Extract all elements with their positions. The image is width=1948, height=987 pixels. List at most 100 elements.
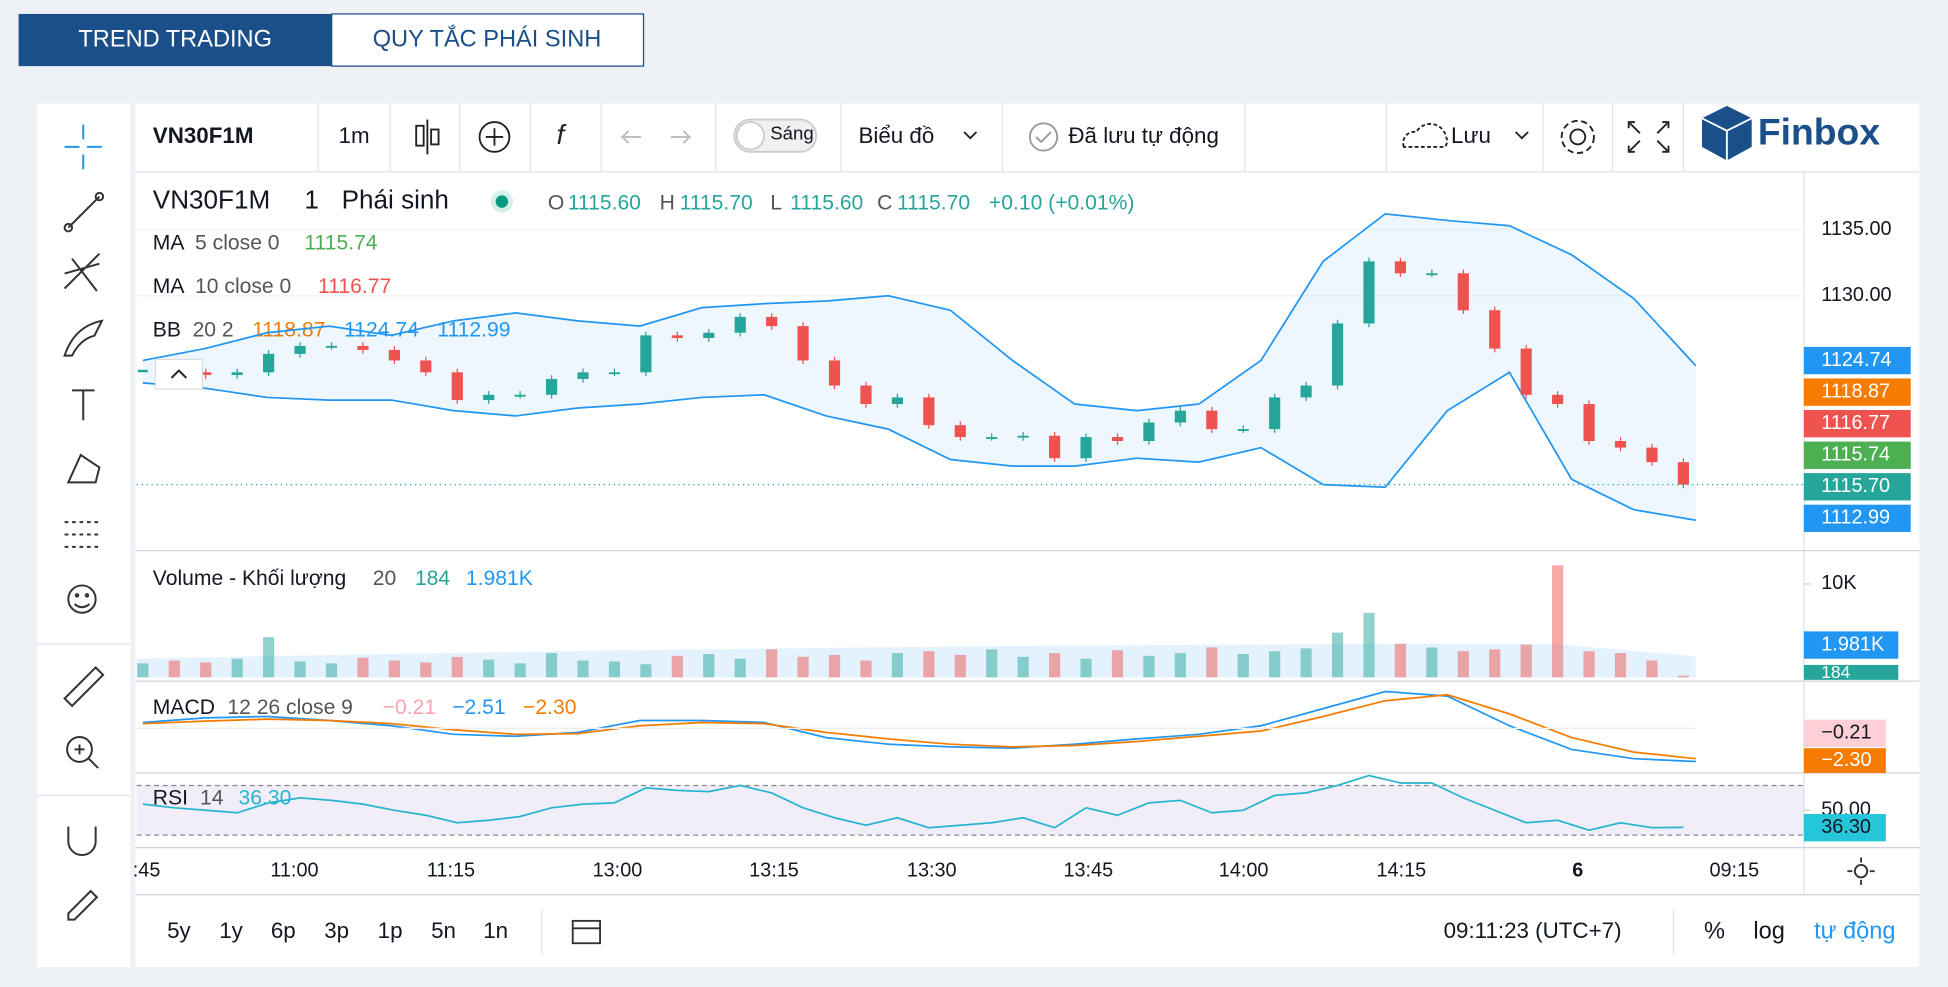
legend-symbol: VN30F1M [153, 184, 270, 214]
range-button[interactable]: 1y [219, 918, 243, 943]
candle [1080, 437, 1092, 459]
range-button[interactable]: 6p [271, 918, 296, 943]
ohlc-key: H [660, 192, 675, 215]
y-tick-label: 10K [1821, 572, 1857, 594]
macd-label-bg [1803, 719, 1886, 747]
symbol[interactable]: VN30F1M [153, 123, 254, 148]
x-tick-label: 13:45 [1063, 859, 1113, 881]
indicator-value: 1115.74 [304, 231, 377, 254]
candle [766, 316, 778, 327]
ohlc-key: C [877, 192, 892, 215]
volume-bar [231, 658, 243, 678]
autosave[interactable]: Đã lưu tự động [1068, 123, 1219, 148]
volume-bar [923, 651, 935, 678]
candle [231, 372, 243, 375]
tab-label[interactable]: QUY TẮC PHÁI SINH [373, 24, 602, 52]
price-label: 1124.74 [1821, 349, 1891, 371]
rsi-label-bg [1803, 814, 1886, 842]
svg-text:f: f [557, 119, 567, 150]
volume-bar [797, 656, 809, 678]
indicator-value: 1124.74 [344, 318, 419, 341]
rsi-params: 14 [200, 787, 224, 810]
volume-bar [1489, 649, 1501, 678]
collapse-btn[interactable] [154, 358, 204, 390]
range-button[interactable]: 1p [378, 918, 403, 943]
candle [1520, 348, 1532, 395]
toolbar-icons[interactable]: f [415, 118, 1670, 155]
volume-bar [954, 654, 966, 678]
volume-bar [608, 661, 621, 678]
volume-bar [1583, 651, 1595, 678]
candle [545, 378, 558, 395]
ohlc-value: 1115.70 [897, 192, 970, 215]
volume-bar [388, 660, 400, 678]
x-tick-label: 09:15 [1709, 859, 1759, 881]
percent-toggle[interactable]: % [1704, 918, 1725, 944]
candle [1143, 422, 1155, 442]
candle [923, 397, 935, 426]
x-tick-label: 14:00 [1219, 859, 1269, 881]
tab[interactable] [331, 13, 645, 67]
volume-bar [1426, 647, 1438, 678]
toolbar-separators [317, 103, 1685, 172]
candle [1457, 273, 1469, 311]
bottom-icons[interactable] [571, 857, 1875, 945]
clock: 09:11:23 (UTC+7) [1444, 918, 1622, 943]
volume-bar [986, 649, 998, 678]
candle [1111, 437, 1124, 442]
finbox-logo [1701, 105, 1753, 161]
volume-bar [1017, 656, 1029, 678]
volume-bar [1174, 653, 1186, 678]
volume-bar [1111, 650, 1124, 678]
y-tick-label: 1130.00 [1821, 284, 1891, 306]
candle [1614, 441, 1627, 448]
volume-bar [640, 664, 652, 678]
candle [1363, 261, 1375, 324]
rsi-value: 36.30 [239, 787, 292, 810]
drawing-tools[interactable] [63, 124, 105, 921]
candle [1206, 410, 1218, 430]
rsi-band [136, 785, 1804, 836]
range-button[interactable]: 1n [483, 918, 508, 943]
volume-bar [860, 660, 872, 678]
volume-bar [703, 654, 715, 678]
candle [1174, 410, 1186, 423]
volume-value: 184 [415, 567, 450, 590]
volume-bar [1457, 651, 1469, 678]
theme-toggle[interactable]: Sáng [770, 122, 814, 143]
tab-active[interactable] [18, 13, 332, 67]
save[interactable]: Lưu [1451, 123, 1491, 148]
drawing-toolbar [37, 103, 131, 967]
candle [828, 360, 841, 386]
range-button[interactable]: 3p [324, 918, 349, 943]
brand: Finbox [1758, 110, 1880, 152]
indicator-name: MA [153, 275, 186, 298]
volume-label: 1.981K [1821, 633, 1885, 655]
interval[interactable]: 1m [339, 123, 370, 148]
volume-bar [514, 663, 526, 678]
tab-label[interactable]: TREND TRADING [78, 26, 272, 52]
range-button[interactable]: 5n [431, 918, 456, 943]
auto-toggle[interactable]: tự động [1814, 918, 1895, 944]
candle [671, 335, 683, 338]
range-button[interactable]: 5y [167, 918, 191, 943]
volume-bar [1552, 565, 1564, 678]
status-dot [495, 195, 509, 208]
candle [263, 353, 275, 373]
indicator-name: BB [153, 318, 181, 341]
macd-value: −0.21 [383, 696, 436, 719]
log-toggle[interactable]: log [1753, 918, 1785, 944]
x-tick-label: 6 [1572, 859, 1583, 881]
candle [483, 394, 495, 401]
x-tick-label: :45 [133, 859, 161, 881]
candle [577, 372, 589, 379]
candle [703, 332, 715, 338]
volume-bar [1520, 644, 1532, 678]
x-tick-label: 11:15 [427, 859, 475, 881]
candle [325, 345, 338, 348]
indicator-value: 1116.77 [318, 275, 391, 298]
collapse-icon[interactable] [170, 369, 188, 379]
chart-menu[interactable]: Biểu đồ [858, 123, 934, 148]
volume-bar [577, 660, 589, 678]
volume-bar [1300, 648, 1312, 678]
